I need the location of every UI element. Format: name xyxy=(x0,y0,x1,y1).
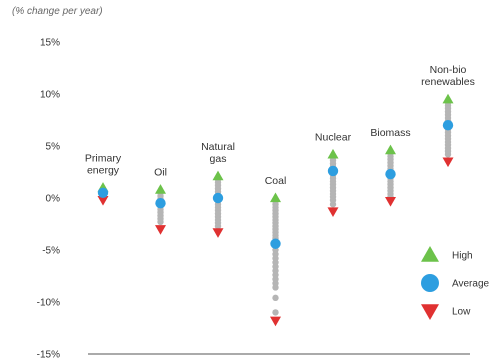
y-tick-label: 10% xyxy=(40,90,60,101)
average-marker xyxy=(155,198,166,209)
scenario-dot xyxy=(157,218,164,226)
category-group: Nuclear xyxy=(315,131,352,218)
low-marker xyxy=(327,207,339,218)
axes: 15% 10% 5% 0% -5% -10% -15% xyxy=(37,38,470,361)
category-label: Biomass xyxy=(370,127,410,139)
legend-low-marker xyxy=(421,304,439,320)
high-marker xyxy=(442,93,454,104)
legend-label: Low xyxy=(452,307,471,318)
high-marker xyxy=(327,148,339,159)
y-tick-label: -15% xyxy=(37,350,60,361)
legend-high-marker xyxy=(421,246,439,262)
low-marker xyxy=(155,225,166,235)
category-group: Oil xyxy=(154,167,167,235)
category-label: energy xyxy=(87,165,120,177)
category-label: Nuclear xyxy=(315,131,352,143)
high-marker xyxy=(212,170,224,181)
low-marker xyxy=(385,196,396,207)
chart-subtitle: (% change per year) xyxy=(12,6,103,17)
scenario-dot xyxy=(272,284,279,291)
category-label: Natural xyxy=(201,141,235,153)
average-marker xyxy=(97,187,109,198)
scenario-dot xyxy=(444,151,452,158)
average-marker xyxy=(327,165,339,177)
low-marker xyxy=(212,228,224,238)
y-tick-label: -5% xyxy=(42,246,60,257)
legend-label: Average xyxy=(452,279,490,290)
average-marker xyxy=(442,120,454,131)
high-marker xyxy=(270,192,281,203)
y-tick-label: 5% xyxy=(46,142,61,153)
legend: High Average Low xyxy=(421,246,490,320)
scenario-dot xyxy=(272,294,279,302)
category-group: Biomass xyxy=(370,127,411,207)
y-tick-label: -10% xyxy=(37,298,60,309)
y-tick-label: 15% xyxy=(40,38,60,49)
category-label: Primary xyxy=(85,153,122,165)
low-marker xyxy=(97,195,109,206)
category-group: Coal xyxy=(265,175,287,327)
scenario-dot xyxy=(329,201,337,208)
average-marker xyxy=(270,238,281,249)
average-marker xyxy=(385,168,396,180)
y-tick-label: 0% xyxy=(46,194,61,205)
category-label: renewables xyxy=(421,76,475,88)
scenario-dot xyxy=(272,309,279,316)
average-marker xyxy=(212,192,224,204)
category-label: gas xyxy=(210,153,227,165)
legend-average-marker xyxy=(421,274,439,292)
high-marker xyxy=(155,184,166,194)
high-marker xyxy=(385,144,396,155)
legend-label: High xyxy=(452,251,473,262)
category-label: Non-bio xyxy=(430,64,467,76)
category-label: Oil xyxy=(154,167,167,179)
low-marker xyxy=(442,157,454,168)
category-label: Coal xyxy=(265,175,287,187)
low-marker xyxy=(270,316,281,327)
scenario-dot xyxy=(214,222,222,230)
